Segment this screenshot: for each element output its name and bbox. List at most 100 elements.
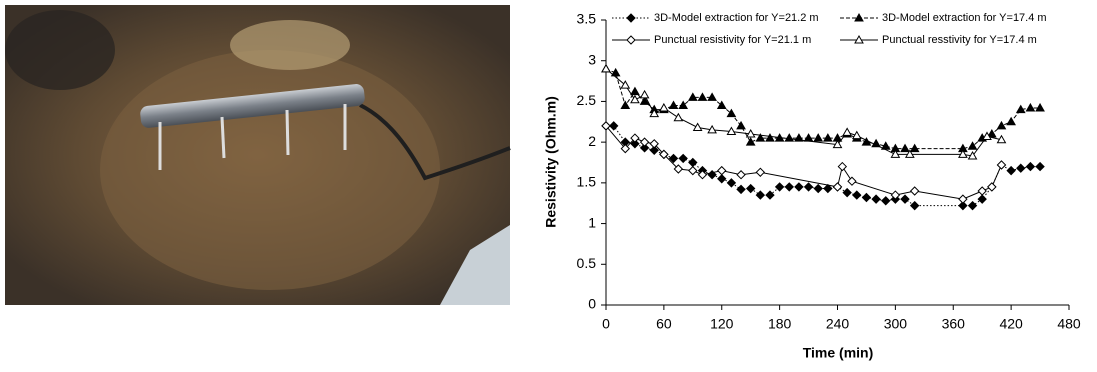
y-tick-label: 2 [588,133,596,149]
marker [610,67,621,77]
marker [765,133,775,142]
marker [861,192,872,203]
marker [900,143,910,153]
x-axis-label: Time (min) [803,345,874,361]
marker [668,100,679,109]
marker [649,139,659,149]
marker [620,80,631,89]
marker [996,134,1007,144]
marker [851,130,862,140]
marker [909,186,920,196]
marker [755,133,766,142]
x-tick-label: 300 [884,316,908,332]
x-tick-label: 360 [942,316,966,332]
marker [890,149,901,158]
marker [717,165,727,176]
marker [673,164,684,174]
marker [813,183,823,194]
marker [755,167,766,177]
marker [649,145,659,155]
marker [601,63,611,73]
marker [765,190,775,200]
y-tick-label: 2.5 [577,92,597,108]
marker [601,121,611,131]
x-tick-label: 480 [1057,316,1081,332]
marker [668,153,679,164]
marker [717,174,727,184]
x-tick-label: 180 [768,316,792,332]
marker [967,141,978,150]
y-tick-label: 0 [588,296,596,312]
marker [688,165,698,176]
marker [900,194,910,204]
marker [697,170,708,180]
marker [692,122,703,131]
marker [774,182,785,192]
marker [630,139,640,149]
marker [904,149,915,158]
marker [822,133,833,142]
marker [909,143,920,153]
marker [842,127,853,136]
x-tick-label: 420 [999,316,1023,332]
marker [1016,163,1026,173]
marker [726,108,737,118]
marker [871,138,881,148]
x-tick-label: 60 [656,316,672,332]
marker [823,183,833,194]
marker [707,124,717,134]
marker [977,194,987,204]
marker [736,120,746,130]
marker [958,200,968,211]
marker [890,190,901,200]
marker [967,150,978,160]
marker [630,94,640,104]
marker [755,190,766,200]
marker [1025,102,1036,112]
marker [832,139,843,149]
marker [1035,161,1045,172]
marker [1006,116,1016,126]
marker [630,86,640,96]
marker [659,149,669,160]
marker [1015,104,1026,114]
marker [784,182,794,192]
marker [881,196,891,206]
legend-marker [854,34,864,44]
series-line [605,125,1002,200]
marker [1025,161,1036,172]
marker [726,178,737,188]
marker [842,187,852,198]
marker [639,96,650,105]
legend-label: Punctual resstivity for Y=17.4 m [882,34,1037,46]
marker [639,89,650,99]
y-tick-label: 1.5 [577,174,597,190]
marker [745,183,756,194]
marker [958,194,968,204]
marker [745,137,756,146]
marker [687,92,698,101]
marker [982,131,992,140]
marker [871,194,881,204]
marker [620,143,630,154]
marker [987,182,997,192]
marker [909,200,920,211]
marker [996,160,1007,170]
marker [736,170,746,180]
marker [673,112,684,122]
legend-label: 3D-Model extraction for Y=17.4 m [882,12,1047,24]
marker [784,133,795,142]
marker [745,128,756,138]
y-axis-label: Resistivity (Ohm.m) [543,96,559,227]
marker [813,133,824,142]
marker [707,92,717,101]
y-tick-label: 0.5 [577,255,597,271]
y-tick-label: 1 [588,214,596,230]
marker [958,149,968,158]
y-tick-label: 3 [588,51,596,67]
marker [852,190,862,200]
marker [837,161,848,172]
marker [630,133,640,143]
legend-marker [626,13,636,23]
marker [794,182,804,192]
